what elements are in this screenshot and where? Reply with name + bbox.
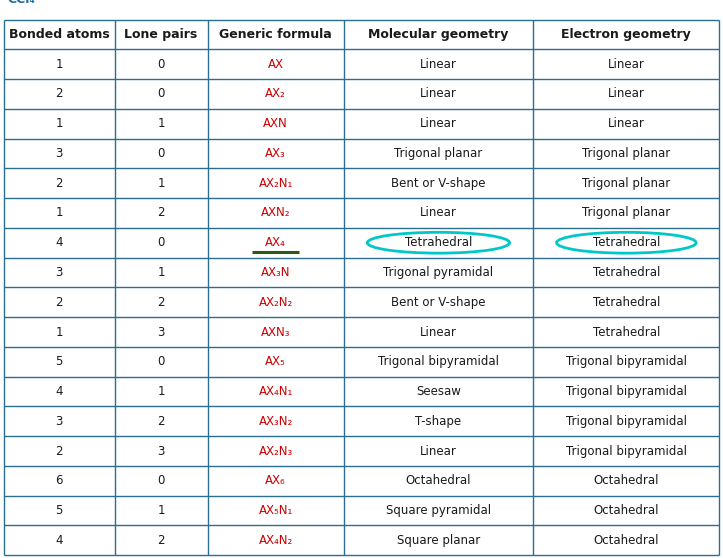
- Text: 0: 0: [158, 236, 165, 249]
- Text: 2: 2: [56, 88, 63, 100]
- Text: AX₄N₁: AX₄N₁: [258, 385, 293, 398]
- Text: 4: 4: [56, 385, 63, 398]
- Text: 0: 0: [158, 57, 165, 71]
- Text: Linear: Linear: [608, 57, 645, 71]
- Text: 0: 0: [158, 147, 165, 160]
- Text: 1: 1: [158, 177, 165, 190]
- Text: Square planar: Square planar: [397, 534, 480, 547]
- Text: Bent or V-shape: Bent or V-shape: [391, 296, 486, 309]
- Text: AX₂: AX₂: [265, 88, 286, 100]
- Text: Trigonal planar: Trigonal planar: [394, 147, 482, 160]
- Text: AXN₂: AXN₂: [261, 206, 291, 219]
- Text: 2: 2: [56, 445, 63, 458]
- Text: 1: 1: [158, 266, 165, 279]
- Text: T-shape: T-shape: [416, 415, 461, 428]
- Text: 2: 2: [56, 296, 63, 309]
- Text: AX₄: AX₄: [265, 236, 286, 249]
- Text: Trigonal pyramidal: Trigonal pyramidal: [383, 266, 494, 279]
- Text: Octahedral: Octahedral: [406, 474, 471, 487]
- Text: 4: 4: [56, 534, 63, 547]
- Text: Linear: Linear: [420, 445, 457, 458]
- Text: AX₅: AX₅: [265, 355, 286, 368]
- Text: Trigonal planar: Trigonal planar: [582, 177, 670, 190]
- Text: Linear: Linear: [608, 117, 645, 130]
- Text: Trigonal bipyramidal: Trigonal bipyramidal: [566, 415, 687, 428]
- Text: 1: 1: [56, 206, 63, 219]
- Text: Octahedral: Octahedral: [594, 534, 659, 547]
- Text: Bent or V-shape: Bent or V-shape: [391, 177, 486, 190]
- Text: 3: 3: [56, 266, 63, 279]
- Text: Trigonal planar: Trigonal planar: [582, 206, 670, 219]
- Text: Bonded atoms: Bonded atoms: [9, 28, 109, 41]
- Text: CCl₄: CCl₄: [7, 0, 35, 6]
- Text: AX₂N₃: AX₂N₃: [259, 445, 293, 458]
- Text: Tetrahedral: Tetrahedral: [593, 236, 660, 249]
- Text: AXN: AXN: [263, 117, 288, 130]
- Text: AX₂N₁: AX₂N₁: [258, 177, 293, 190]
- Text: Seesaw: Seesaw: [416, 385, 461, 398]
- Text: Electron geometry: Electron geometry: [562, 28, 691, 41]
- Text: Generic formula: Generic formula: [219, 28, 332, 41]
- Text: Tetrahedral: Tetrahedral: [405, 236, 472, 249]
- Text: Linear: Linear: [420, 117, 457, 130]
- Text: 3: 3: [56, 415, 63, 428]
- Text: Lone pairs: Lone pairs: [124, 28, 197, 41]
- Text: 2: 2: [158, 534, 165, 547]
- Text: AX₅N₁: AX₅N₁: [258, 504, 293, 517]
- Text: AX₃N₂: AX₃N₂: [259, 415, 293, 428]
- Text: Square pyramidal: Square pyramidal: [386, 504, 491, 517]
- Text: 3: 3: [158, 325, 165, 339]
- Text: Trigonal bipyramidal: Trigonal bipyramidal: [566, 355, 687, 368]
- Text: AX₆: AX₆: [265, 474, 286, 487]
- Text: 0: 0: [158, 88, 165, 100]
- Text: 3: 3: [158, 445, 165, 458]
- Text: Linear: Linear: [420, 57, 457, 71]
- Text: 5: 5: [56, 504, 63, 517]
- Text: 2: 2: [158, 296, 165, 309]
- Text: 4: 4: [56, 236, 63, 249]
- Text: Linear: Linear: [420, 88, 457, 100]
- Text: 2: 2: [56, 177, 63, 190]
- Text: AXN₃: AXN₃: [261, 325, 291, 339]
- Text: Trigonal bipyramidal: Trigonal bipyramidal: [566, 445, 687, 458]
- Text: 0: 0: [158, 355, 165, 368]
- Text: 1: 1: [158, 385, 165, 398]
- Text: Linear: Linear: [420, 206, 457, 219]
- Text: Tetrahedral: Tetrahedral: [593, 266, 660, 279]
- Text: 2: 2: [158, 206, 165, 219]
- Text: Molecular geometry: Molecular geometry: [368, 28, 509, 41]
- Text: AX₂N₂: AX₂N₂: [259, 296, 293, 309]
- Text: Trigonal bipyramidal: Trigonal bipyramidal: [566, 385, 687, 398]
- Text: Linear: Linear: [608, 88, 645, 100]
- Text: Trigonal bipyramidal: Trigonal bipyramidal: [378, 355, 499, 368]
- Text: Tetrahedral: Tetrahedral: [593, 325, 660, 339]
- Text: AX: AX: [268, 57, 283, 71]
- Text: Octahedral: Octahedral: [594, 504, 659, 517]
- Text: Octahedral: Octahedral: [594, 474, 659, 487]
- Text: 5: 5: [56, 355, 63, 368]
- Text: 1: 1: [158, 504, 165, 517]
- Text: 1: 1: [56, 57, 63, 71]
- Text: 1: 1: [56, 117, 63, 130]
- Text: 1: 1: [158, 117, 165, 130]
- Text: 6: 6: [56, 474, 63, 487]
- Text: AX₃: AX₃: [265, 147, 286, 160]
- Text: Trigonal planar: Trigonal planar: [582, 147, 670, 160]
- Text: Linear: Linear: [420, 325, 457, 339]
- Text: 1: 1: [56, 325, 63, 339]
- Text: 3: 3: [56, 147, 63, 160]
- Text: 2: 2: [158, 415, 165, 428]
- Text: 0: 0: [158, 474, 165, 487]
- Text: Tetrahedral: Tetrahedral: [593, 296, 660, 309]
- Text: AX₄N₂: AX₄N₂: [259, 534, 293, 547]
- Text: AX₃N: AX₃N: [261, 266, 291, 279]
